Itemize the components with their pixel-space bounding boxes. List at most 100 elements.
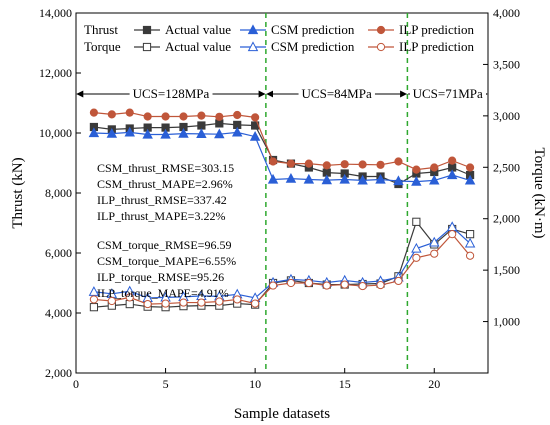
y-right-tick-label: 3,000 [493,109,520,123]
legend-entry-label: ILP prediction [399,39,474,54]
data-point [448,156,457,165]
data-point [268,157,278,166]
data-point [464,174,476,185]
data-point [376,160,385,169]
legend-group-label: Thrust [84,22,118,37]
legend-entry-label: ILP prediction [399,22,474,37]
region-label: UCS=71MPa [413,86,483,101]
data-point [285,172,297,183]
y-right-tick-label: 3,500 [493,57,520,71]
thrust-metric-annotation: CSM_thrust_MAPE=2.96% [97,177,233,191]
thrust-metric-annotation: ILP_thrust_RMSE=337.42 [97,193,227,207]
legend-marker [247,24,259,35]
data-point [304,159,313,168]
legend-entry-label: Actual value [165,39,231,54]
y-left-tick-label: 6,000 [45,246,72,260]
data-point [411,242,422,253]
data-point [197,111,206,120]
data-point [412,253,421,262]
data-point [233,110,242,120]
x-tick-label: 5 [163,377,169,391]
data-point [249,130,261,141]
data-point [107,110,116,119]
data-point [393,175,404,186]
x-tick-label: 20 [428,377,440,391]
y-left-tick-label: 14,000 [39,6,72,20]
series-line-thrust-0 [93,122,471,185]
data-point [376,280,385,290]
data-point [394,276,403,286]
region-label-background [298,85,375,102]
data-point [430,249,439,258]
data-point [464,237,476,248]
data-point [394,157,403,166]
data-point [178,127,189,138]
data-point [357,174,368,185]
data-point [358,281,367,291]
series-line-torque-4 [93,226,471,299]
data-point [446,169,458,180]
x-tick-label: 0 [73,377,79,391]
data-point [107,296,116,306]
series-line-thrust-2 [93,111,471,171]
series-line-torque-3 [93,220,471,308]
y-left-tick-label: 10,000 [39,126,72,140]
y-right-tick-label: 4,000 [493,6,520,20]
region-label: UCS=84MPa [302,86,372,101]
data-point [233,295,242,304]
data-point [412,217,421,226]
y-left-tick-label: 4,000 [45,306,72,320]
y-left-tick-label: 8,000 [45,186,72,200]
data-point [412,165,421,174]
data-point [429,174,440,185]
data-point [303,173,315,184]
region-label-background [129,85,213,102]
data-point [215,297,224,306]
x-tick-label: 15 [339,377,351,391]
region-label-background [409,85,487,102]
torque-metric-annotation: ILP_torque_RMSE=95.26 [97,270,224,284]
data-point [214,128,225,139]
data-point [465,251,475,260]
data-point [125,108,134,117]
x-axis-title: Sample datasets [234,406,330,422]
legend-marker [376,42,386,52]
y-left-tick-label: 2,000 [45,366,72,380]
data-point [160,128,171,139]
data-point [89,303,99,312]
data-point [215,112,224,121]
data-point [321,174,333,185]
data-point [251,113,260,122]
torque-metric-annotation: CSM_torque_RMSE=96.59 [97,238,231,252]
data-point [125,293,134,302]
x-tick-label: 10 [249,377,261,391]
data-point [179,298,188,307]
data-point [179,112,188,121]
series-line-thrust-1 [93,131,471,183]
data-point [125,299,134,309]
data-point [340,160,349,169]
data-point [268,281,278,290]
torque-metric-annotation: CSM_torque_MAPE=6.55% [97,254,236,268]
data-point [89,295,99,304]
data-point [161,112,170,121]
region-label: UCS=128MPa [133,86,210,101]
data-point [89,108,99,117]
y-right-tick-label: 1,000 [493,315,520,329]
data-point [143,299,152,309]
y-right-tick-label: 1,500 [493,263,520,277]
data-point [196,128,207,138]
data-point [448,230,457,239]
data-point [286,278,296,288]
torque-metric-annotation: ILP_torque_MAPE=4.91% [97,286,229,300]
data-point [106,127,118,138]
data-point [411,175,422,186]
data-point [465,230,475,239]
data-point [161,299,170,308]
legend-marker [376,25,386,35]
data-point [143,112,152,121]
data-point [465,163,475,172]
legend-entry-label: CSM prediction [271,22,355,37]
data-point [231,126,243,137]
legend-entry-label: CSM prediction [271,39,355,54]
